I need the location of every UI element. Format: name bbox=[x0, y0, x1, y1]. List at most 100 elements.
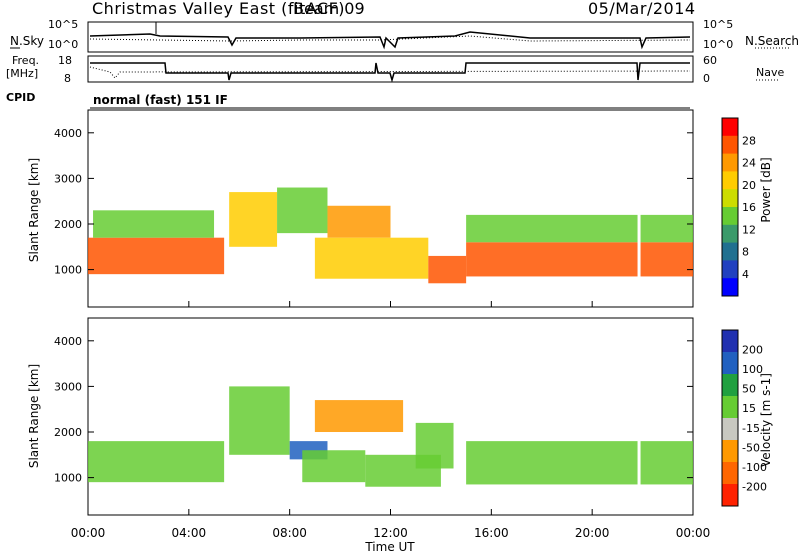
velocity-colorbar: 200 100 50 15 -15 -50 -100 -200 bbox=[721, 329, 767, 507]
data-region bbox=[327, 205, 391, 238]
colorbar-swatch bbox=[722, 352, 738, 375]
nave-tick-60: 60 bbox=[703, 54, 717, 67]
noise-panel-frame bbox=[87, 21, 694, 53]
data-region bbox=[314, 400, 404, 433]
y-tick-label: 1000 bbox=[54, 472, 82, 485]
freq-unit: [MHz] bbox=[6, 67, 38, 80]
x-tick-label: 04:00 bbox=[172, 526, 207, 540]
colorbar-swatch bbox=[722, 278, 738, 297]
x-axis-ticks: 00:00 04:00 08:00 12:00 16:00 20:00 00:00 bbox=[71, 301, 711, 540]
data-gap bbox=[225, 319, 229, 514]
noise-tick-bottom-left: 10^0 bbox=[48, 38, 78, 51]
data-region bbox=[314, 237, 429, 279]
colorbar-tick-label: -50 bbox=[742, 441, 760, 454]
nsearch-label: N.Search bbox=[745, 34, 799, 48]
data-region bbox=[93, 210, 215, 238]
colorbar-tick-label: 8 bbox=[742, 246, 749, 259]
y-tick-label: 4000 bbox=[54, 335, 82, 348]
colorbar-tick-label: 200 bbox=[742, 344, 763, 357]
colorbar-swatch bbox=[722, 260, 738, 279]
colorbar-swatch bbox=[722, 189, 738, 208]
velocity-y-ticks: 4000 3000 2000 1000 bbox=[54, 335, 693, 485]
nave-label: Nave bbox=[756, 66, 784, 79]
data-region bbox=[466, 242, 693, 277]
colorbar-tick-label: 50 bbox=[742, 383, 756, 396]
colorbar-tick-label: 24 bbox=[742, 157, 756, 170]
velocity-ylabel: Slant Range [km] bbox=[27, 364, 41, 468]
velocity-panel: 4000 3000 2000 1000 bbox=[54, 317, 694, 516]
colorbar-tick-label: 28 bbox=[742, 134, 756, 147]
colorbar-tick-label: 100 bbox=[742, 363, 763, 376]
beam-title: Beam 09 bbox=[293, 0, 365, 18]
data-region bbox=[428, 255, 467, 284]
freq-line bbox=[90, 62, 690, 83]
velocity-data-regions bbox=[88, 319, 693, 514]
x-tick-label: 12:00 bbox=[373, 526, 408, 540]
cpid-mode: normal (fast) 151 IF bbox=[93, 93, 228, 107]
data-region bbox=[466, 214, 693, 243]
colorbar-tick-label: 15 bbox=[742, 402, 756, 415]
data-region bbox=[88, 237, 225, 275]
power-ylabel: Slant Range [km] bbox=[27, 158, 41, 262]
power-data-regions bbox=[88, 111, 693, 306]
x-tick-label: 00:00 bbox=[71, 526, 106, 540]
freq-panel-frame bbox=[87, 55, 694, 83]
colorbar-swatch bbox=[722, 135, 738, 155]
colorbar-swatch bbox=[722, 396, 738, 419]
colorbar-swatch bbox=[722, 418, 738, 441]
freq-tick-8: 8 bbox=[64, 72, 71, 85]
colorbar-tick-label: 12 bbox=[742, 223, 756, 236]
x-tick-label: 16:00 bbox=[474, 526, 509, 540]
colorbar-swatch bbox=[722, 224, 738, 244]
colorbar-swatch bbox=[722, 440, 738, 463]
nave-tick-0: 0 bbox=[703, 72, 710, 85]
housekeeping-panels bbox=[87, 21, 694, 109]
noise-tick-top-left: 10^5 bbox=[48, 18, 78, 31]
data-region bbox=[302, 450, 366, 483]
x-tick-label: 00:00 bbox=[676, 526, 711, 540]
power-cbar-label: Power [dB] bbox=[759, 157, 773, 222]
colorbar-tick-label: 16 bbox=[742, 201, 756, 214]
colorbar-tick-label: -15 bbox=[742, 422, 760, 435]
colorbar-swatch bbox=[722, 462, 738, 485]
data-gap bbox=[637, 319, 641, 514]
colorbar-swatch bbox=[722, 207, 738, 226]
data-gap bbox=[225, 111, 229, 306]
power-colorbar: 28 24 20 16 12 8 4 bbox=[721, 117, 756, 297]
colorbar-swatch bbox=[722, 484, 738, 507]
y-tick-label: 3000 bbox=[54, 172, 82, 185]
station-title: Christmas Valley East (fitACF) bbox=[92, 0, 346, 18]
colorbar-tick-label: -100 bbox=[742, 461, 767, 474]
colorbar-tick-label: -200 bbox=[742, 480, 767, 493]
data-region bbox=[229, 192, 278, 247]
y-tick-label: 2000 bbox=[54, 218, 82, 231]
colorbar-swatch bbox=[722, 330, 738, 353]
power-y-ticks: 4000 3000 2000 1000 bbox=[54, 127, 693, 277]
velocity-cbar-label: Velocity [m s-1] bbox=[759, 373, 773, 467]
colorbar-swatch bbox=[722, 118, 738, 137]
colorbar-swatch bbox=[722, 374, 738, 397]
freq-tick-18: 18 bbox=[58, 54, 72, 67]
colorbar-swatch bbox=[722, 171, 738, 190]
data-region bbox=[415, 422, 454, 469]
power-panel: 4000 3000 2000 1000 bbox=[54, 109, 694, 308]
data-region bbox=[466, 441, 693, 485]
data-region bbox=[229, 386, 290, 455]
y-tick-label: 2000 bbox=[54, 426, 82, 439]
y-tick-label: 1000 bbox=[54, 264, 82, 277]
noise-sky-line bbox=[89, 31, 691, 50]
nsky-label: N.Sky bbox=[10, 34, 44, 48]
colorbar-frame bbox=[721, 329, 739, 507]
noise-tick-top: 10^5 bbox=[703, 18, 733, 31]
y-tick-label: 4000 bbox=[54, 127, 82, 140]
freq-label: Freq. bbox=[12, 54, 39, 67]
noise-tick-bottom: 10^0 bbox=[703, 38, 733, 51]
colorbar-swatch bbox=[722, 242, 738, 261]
colorbar-tick-label: 4 bbox=[742, 268, 749, 281]
date-title: 05/Mar/2014 bbox=[588, 0, 696, 18]
colorbar-tick-label: 20 bbox=[742, 179, 756, 192]
data-region bbox=[88, 441, 225, 483]
colorbar-swatch bbox=[722, 153, 738, 172]
data-region bbox=[277, 187, 328, 234]
